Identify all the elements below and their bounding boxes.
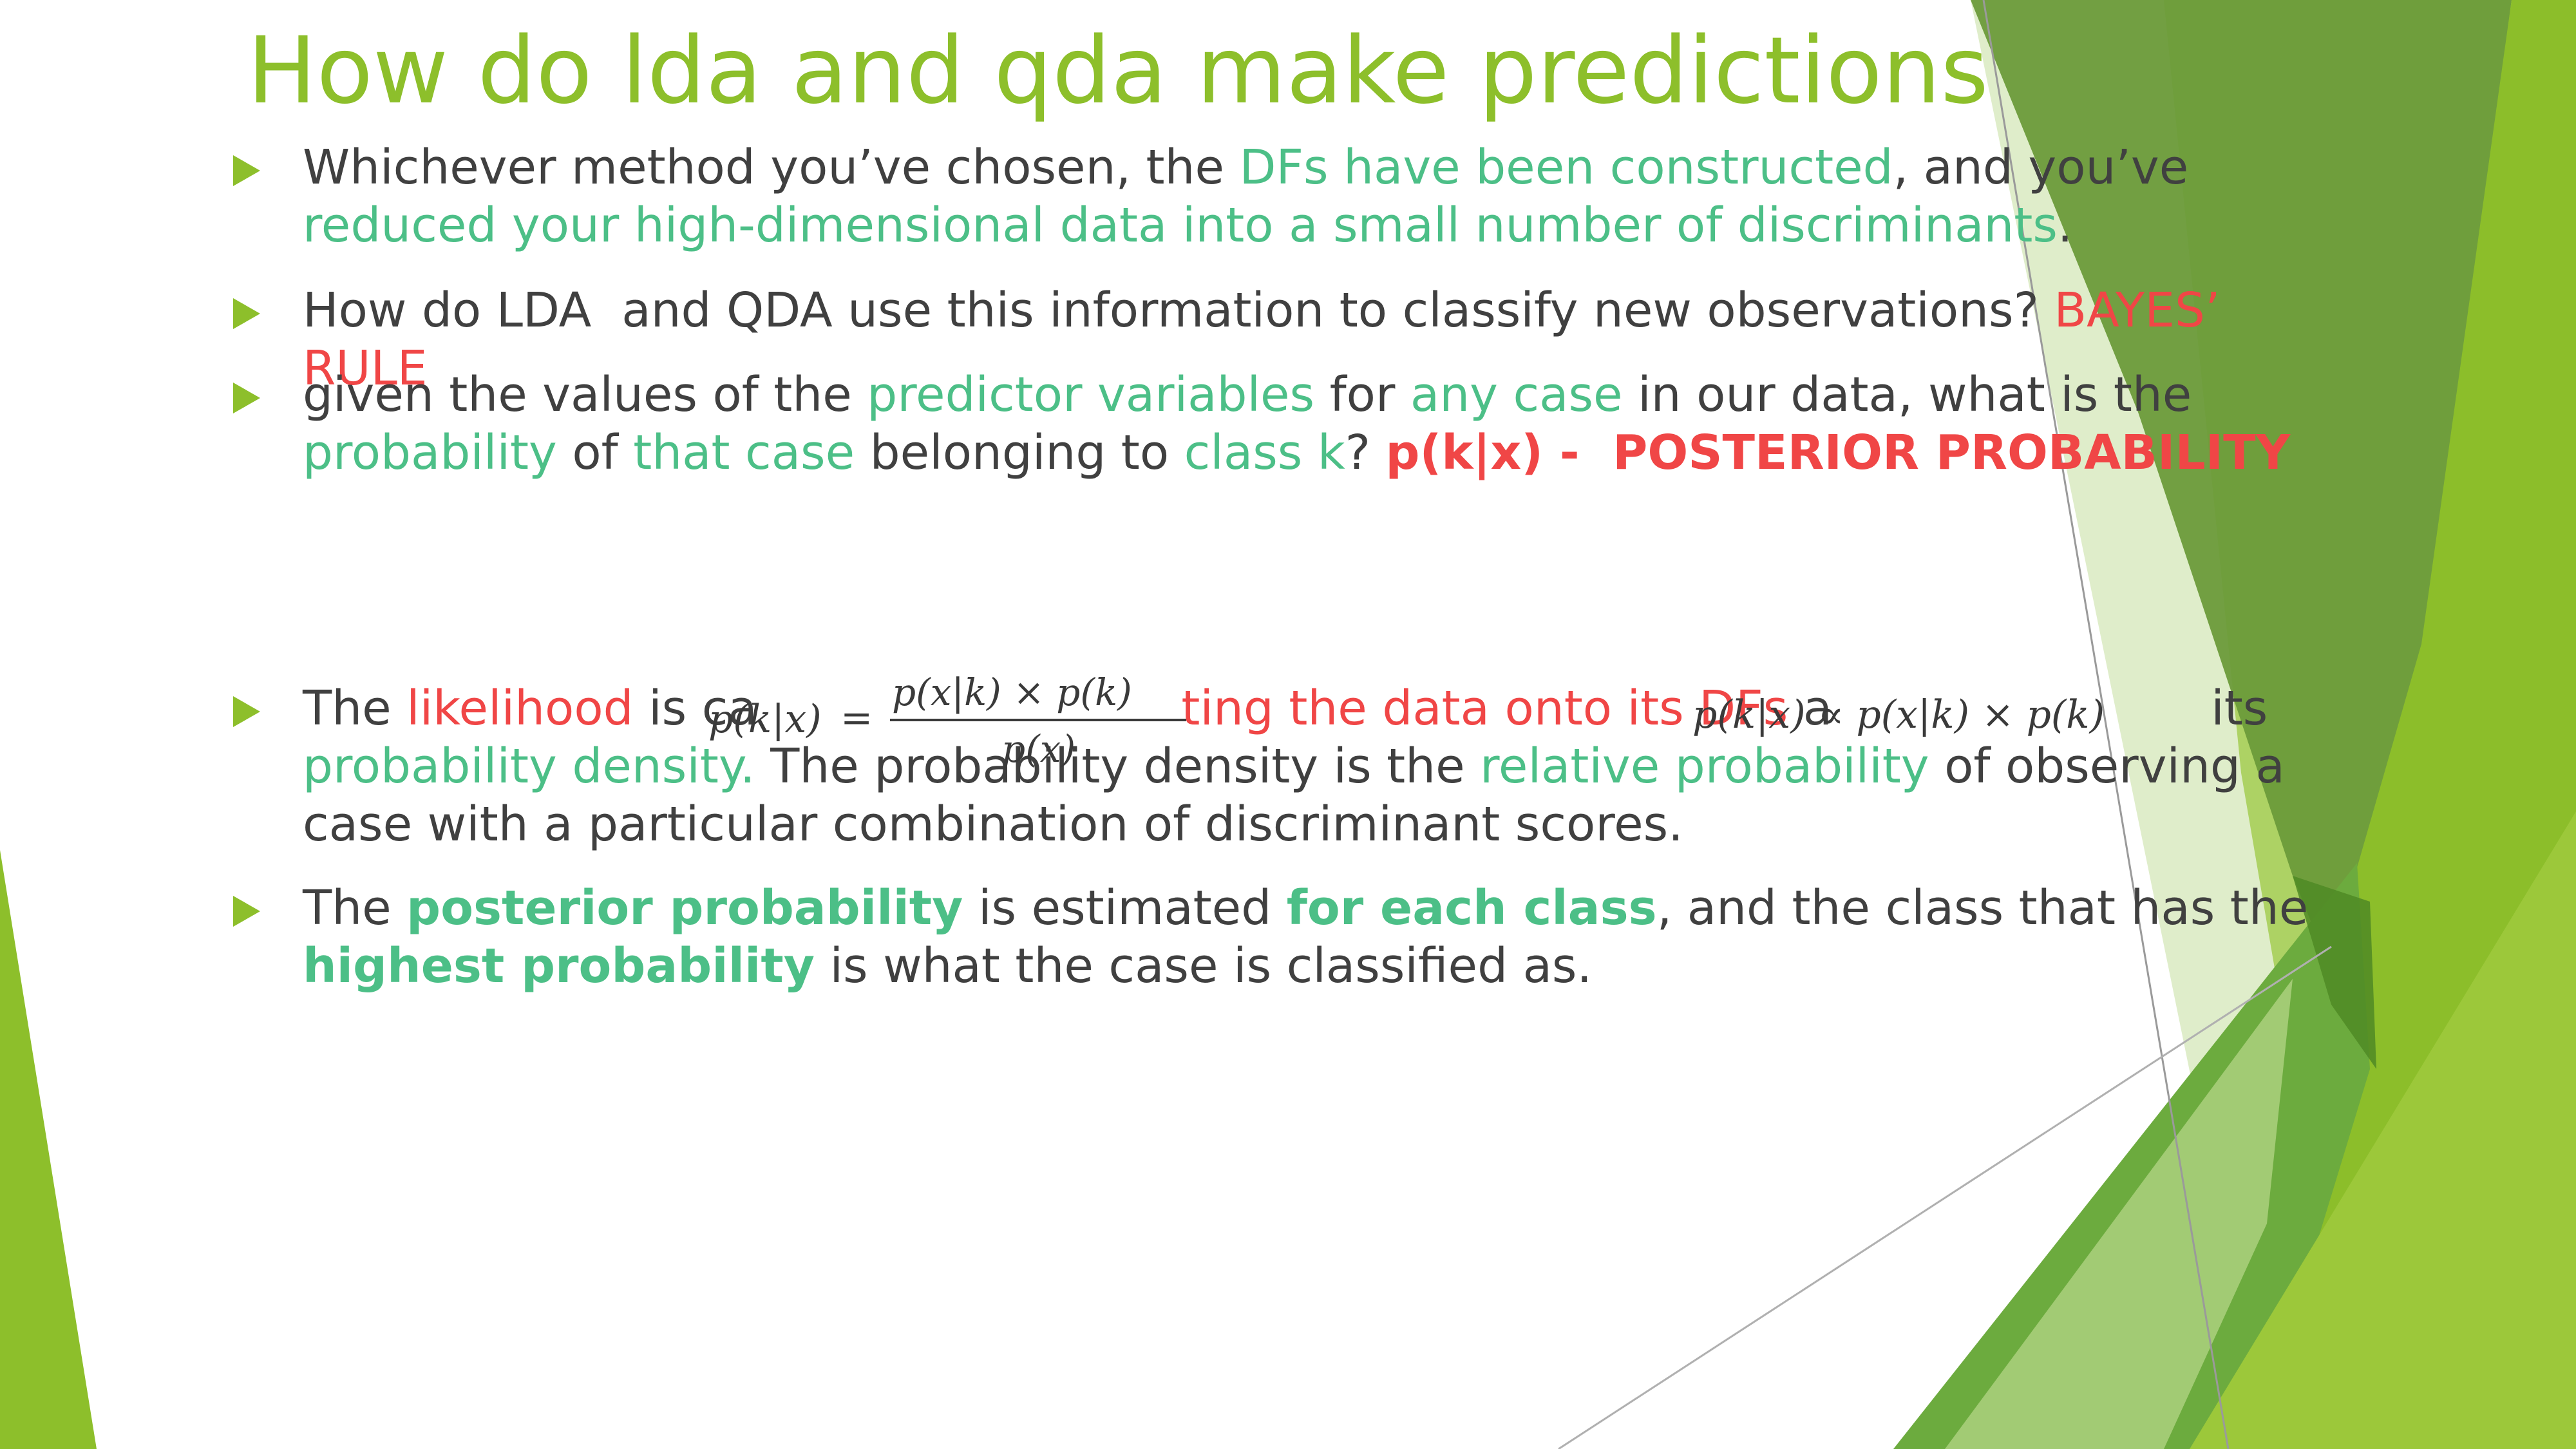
bullet-text-run: posterior probability <box>406 880 963 936</box>
proportional-formula: p(k|x) ∝ p(x|k) × p(k) <box>1692 692 2105 737</box>
bullet-text-run: ting the data onto its DFs <box>1181 681 1788 736</box>
bullet-text-run: ity. <box>687 739 755 794</box>
bayes-rule-formula: p(k|x) = p(x|k) × p(k) p(x) <box>708 670 1186 779</box>
bullet-text-run: The <box>303 880 407 936</box>
bullet-text-run: is what the case is classified as. <box>814 938 1592 994</box>
bullet-text-run: for <box>1314 367 1410 422</box>
bullet-text-run: given the values of the <box>303 367 867 422</box>
bullet-text-run: of observing a case with a particular co… <box>303 739 2300 852</box>
bullet-text-run: its <box>2211 681 2283 736</box>
bullet-arrow-icon <box>233 383 260 413</box>
bullet-text-run: relative probability <box>1480 739 1929 794</box>
bullet-text-run: ? <box>1345 425 1386 480</box>
slide-title: How do lda and qda make predictions <box>247 17 1989 124</box>
bullet-text-run: highest probability <box>303 938 815 994</box>
bullet-text: given the values of the predictor variab… <box>303 366 2338 482</box>
bullet-text: How do LDA and QDA use this information … <box>303 281 2338 397</box>
bullet-text-run: probability dens <box>303 739 687 794</box>
bullet-text-run: belonging to <box>855 425 1184 480</box>
formula-denominator: p(x) <box>1001 727 1076 771</box>
bullet-arrow-icon <box>233 896 260 927</box>
bullet-arrow-icon <box>233 696 260 727</box>
bullet-text-run: a <box>1788 681 2211 736</box>
bullet-text-run: Whichever method you’ve chosen, the <box>303 140 1240 195</box>
formula-fraction-bar <box>890 719 1186 721</box>
bullet-text-run: for each class <box>1286 880 1657 936</box>
bullet-text-run: The probability density is the <box>755 739 1481 794</box>
bullet-text-run: class k <box>1184 425 1345 480</box>
formula-equals: = <box>840 696 873 741</box>
bullet-text-run: p(k|x) - POSTERIOR PROBABILITY <box>1385 425 2291 480</box>
bullet-text-run: DFs have been constructed <box>1239 140 1893 195</box>
bullet-text-run: , and the class that has the <box>1656 880 2324 936</box>
bullet-text-run: , and you’ve <box>1893 140 2204 195</box>
bullet-text-run: reduced your high-dimensional data into … <box>303 198 2058 253</box>
bullet-text-run: How do LDA and QDA use this information … <box>303 283 2054 338</box>
bullet-text-run: predictor variables <box>867 367 1315 422</box>
bullet-text-run: . <box>2057 198 2073 253</box>
bullet-text-run: probability <box>303 425 557 480</box>
bullet-text-run: is estimated <box>963 880 1287 936</box>
deco-dark-stripe <box>2293 876 2376 1069</box>
deco-thin-line-2 <box>1558 945 2332 1449</box>
bullet-text-run: that case <box>633 425 855 480</box>
deco-bottom-green <box>1893 863 2370 1449</box>
bullet-text-run: likelihood <box>406 681 634 736</box>
bullet-arrow-icon <box>233 298 260 329</box>
deco-thin-line-1 <box>1982 0 2230 1449</box>
bullet-text-run: in our data, what is the <box>1622 367 2207 422</box>
formula-numerator: p(x|k) × p(k) <box>892 670 1132 714</box>
bullet-text-run: any case <box>1410 367 1623 422</box>
deco-bottom-light <box>1945 979 2293 1449</box>
bullet-text-run: of <box>556 425 634 480</box>
bullet-text: Whichever method you’ve chosen, the DFs … <box>303 138 2338 254</box>
formula-lhs: p(k|x) <box>708 697 822 742</box>
bullet-text-run: is ca <box>633 681 757 736</box>
deco-bottom-right-bright <box>2190 811 2576 1449</box>
bullet-text-run: The <box>303 681 407 736</box>
bullet-text: The likelihood is ca ting the data onto … <box>303 679 2338 853</box>
deco-left-green-shard <box>0 850 97 1449</box>
bullet-text: The posterior probability is estimated f… <box>303 879 2338 995</box>
bullet-arrow-icon <box>233 155 260 186</box>
bullet-text-run: BAYES’ RULE <box>303 283 2236 396</box>
